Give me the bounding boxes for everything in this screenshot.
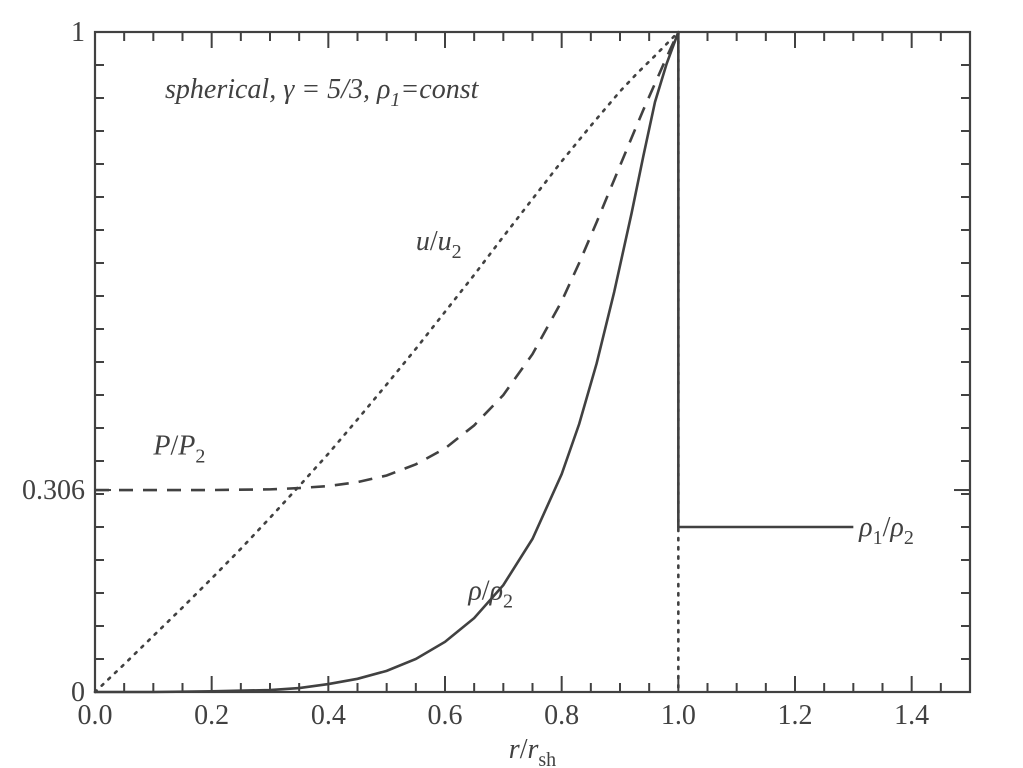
curve-u xyxy=(95,32,678,692)
x-axis-label: r/rsh xyxy=(509,734,556,768)
x-tick-label: 1.2 xyxy=(778,700,813,731)
x-tick-label: 0.4 xyxy=(311,700,346,731)
x-tick-label: 0.8 xyxy=(544,700,579,731)
plot-frame xyxy=(95,32,970,692)
x-tick-label: 1.4 xyxy=(894,700,929,731)
label-rho1rho2: ρ1/ρ2 xyxy=(858,512,914,549)
label-u: u/u2 xyxy=(416,226,462,263)
y-tick-label: 0 xyxy=(71,677,85,708)
x-tick-label: 0.6 xyxy=(428,700,463,731)
x-tick-label: 0.2 xyxy=(194,700,229,731)
chart-title: spherical, γ = 5/3, ρ1=const xyxy=(165,74,480,111)
y-tick-label: 0.306 xyxy=(22,475,85,506)
sedov-profile-chart: 0.00.20.40.60.81.01.21.400.3061r/rshsphe… xyxy=(0,0,1023,768)
chart-svg: 0.00.20.40.60.81.01.21.400.3061r/rshsphe… xyxy=(0,0,1023,768)
label-P: P/P2 xyxy=(152,430,205,467)
x-tick-label: 1.0 xyxy=(661,700,696,731)
y-tick-label: 1 xyxy=(71,17,85,48)
